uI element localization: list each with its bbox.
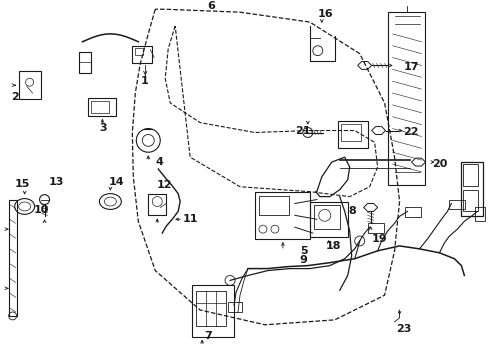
Text: 3: 3	[99, 123, 107, 133]
Bar	[462, 162, 483, 216]
Text: 1: 1	[141, 76, 148, 86]
Text: 23: 23	[396, 324, 412, 334]
Text: 4: 4	[155, 157, 164, 167]
Bar	[475, 207, 485, 221]
Text: 2: 2	[11, 91, 19, 102]
Bar	[310, 202, 348, 237]
Text: 14: 14	[109, 177, 125, 187]
Text: 17: 17	[403, 62, 419, 72]
Bar	[196, 291, 226, 326]
Bar	[135, 48, 143, 55]
Text: 10: 10	[33, 205, 49, 215]
Text: 18: 18	[326, 241, 341, 251]
Text: 11: 11	[183, 215, 198, 224]
Bar	[92, 101, 109, 113]
Text: 16: 16	[318, 9, 333, 19]
Text: 9: 9	[300, 255, 308, 265]
Bar	[79, 51, 92, 73]
Bar	[228, 302, 242, 312]
Bar	[19, 71, 41, 99]
Bar	[255, 192, 310, 239]
Bar	[388, 12, 425, 185]
Text: 22: 22	[403, 127, 419, 137]
Bar	[338, 121, 368, 148]
Bar	[464, 190, 478, 211]
Text: 7: 7	[204, 331, 212, 341]
Bar	[192, 285, 234, 337]
Bar	[9, 199, 17, 316]
Bar	[449, 199, 466, 210]
Text: 6: 6	[207, 1, 215, 11]
Text: 21: 21	[295, 126, 310, 136]
Text: 13: 13	[48, 177, 64, 187]
Bar	[405, 207, 420, 217]
Bar	[132, 46, 152, 63]
Bar	[259, 195, 289, 215]
Bar	[341, 123, 361, 141]
Text: 5: 5	[300, 246, 307, 256]
Bar	[148, 194, 166, 215]
Bar	[314, 206, 340, 229]
Text: 8: 8	[348, 206, 356, 216]
Text: 19: 19	[371, 234, 387, 244]
Text: 15: 15	[15, 179, 30, 189]
Text: 12: 12	[157, 180, 172, 190]
Bar	[368, 223, 384, 233]
Text: 20: 20	[432, 159, 447, 169]
Bar	[89, 98, 116, 116]
Bar	[464, 164, 478, 186]
